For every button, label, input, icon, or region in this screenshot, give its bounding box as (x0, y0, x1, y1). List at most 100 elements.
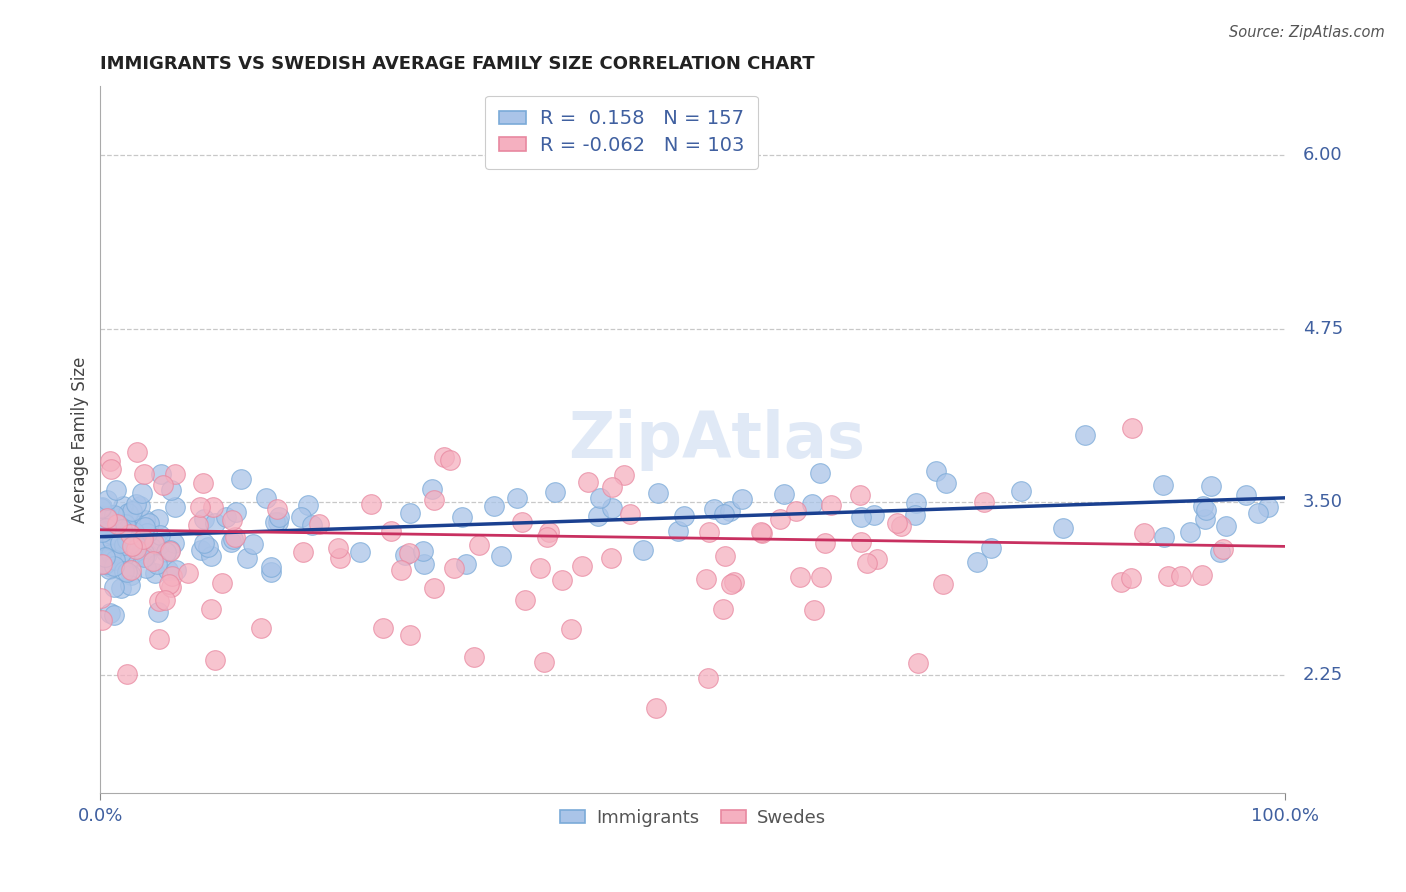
Point (422, 581, 444, 595)
Point (399, 628, 422, 642)
Point (152, 478, 174, 492)
Point (91, 557, 114, 571)
Point (849, 509, 872, 524)
Text: 6.00: 6.00 (1303, 146, 1343, 164)
Point (100, 454, 122, 468)
Point (160, 580, 183, 594)
Point (105, 516, 128, 531)
Point (110, 546, 132, 560)
Point (1247, 506, 1270, 520)
Point (129, 499, 152, 513)
Y-axis label: Average Family Size: Average Family Size (72, 357, 89, 523)
Point (849, 488, 872, 502)
Point (789, 570, 811, 584)
Point (115, 529, 138, 543)
Point (94, 550, 117, 565)
Point (127, 549, 149, 563)
Point (720, 576, 742, 591)
Point (131, 532, 153, 546)
Point (267, 515, 290, 529)
Point (135, 547, 157, 561)
Point (148, 594, 170, 608)
Point (269, 510, 291, 524)
Point (148, 632, 170, 647)
Point (931, 576, 953, 591)
Point (1194, 512, 1216, 526)
Point (1157, 568, 1180, 582)
Point (1121, 420, 1143, 434)
Point (146, 605, 169, 619)
Point (115, 666, 138, 681)
Point (135, 561, 157, 575)
Point (254, 491, 277, 506)
Point (91, 541, 114, 555)
Point (242, 536, 264, 550)
Point (134, 513, 156, 527)
Point (112, 538, 135, 552)
Point (166, 563, 188, 577)
Point (456, 557, 478, 571)
Point (112, 565, 135, 579)
Point (157, 577, 180, 591)
Point (121, 503, 143, 517)
Point (723, 575, 745, 590)
Point (98, 606, 121, 620)
Point (1191, 567, 1213, 582)
Point (110, 581, 132, 595)
Point (136, 525, 159, 540)
Point (619, 507, 641, 521)
Point (120, 563, 142, 577)
Point (264, 516, 287, 530)
Point (538, 524, 561, 539)
Point (1153, 530, 1175, 544)
Point (751, 524, 773, 539)
Point (443, 561, 465, 575)
Point (533, 655, 555, 669)
Point (751, 526, 773, 541)
Point (801, 497, 824, 511)
Point (600, 500, 623, 515)
Point (159, 543, 181, 558)
Point (108, 536, 131, 550)
Point (551, 573, 574, 587)
Point (235, 551, 257, 566)
Point (695, 572, 717, 586)
Point (132, 549, 155, 564)
Point (886, 516, 908, 530)
Point (197, 540, 219, 554)
Point (489, 549, 512, 564)
Point (98, 552, 121, 566)
Point (1178, 525, 1201, 540)
Point (1257, 500, 1279, 515)
Point (143, 566, 166, 581)
Point (90, 525, 112, 540)
Point (420, 482, 443, 496)
Legend: Immigrants, Swedes: Immigrants, Swedes (553, 801, 834, 834)
Point (380, 524, 402, 538)
Point (138, 516, 160, 530)
Point (149, 467, 172, 482)
Point (412, 544, 434, 558)
Point (250, 621, 273, 635)
Point (134, 519, 156, 533)
Point (506, 491, 529, 506)
Text: 2.25: 2.25 (1303, 666, 1343, 684)
Point (219, 535, 242, 549)
Point (89, 508, 111, 522)
Point (131, 486, 153, 500)
Point (118, 526, 141, 541)
Point (1234, 488, 1257, 502)
Point (808, 466, 831, 480)
Point (90, 557, 112, 571)
Point (190, 500, 212, 514)
Point (221, 532, 243, 546)
Point (1170, 569, 1192, 583)
Point (143, 536, 166, 550)
Point (98, 562, 121, 576)
Point (193, 512, 215, 526)
Point (329, 550, 352, 565)
Point (200, 602, 222, 616)
Point (163, 536, 186, 550)
Point (231, 472, 253, 486)
Point (1191, 499, 1213, 513)
